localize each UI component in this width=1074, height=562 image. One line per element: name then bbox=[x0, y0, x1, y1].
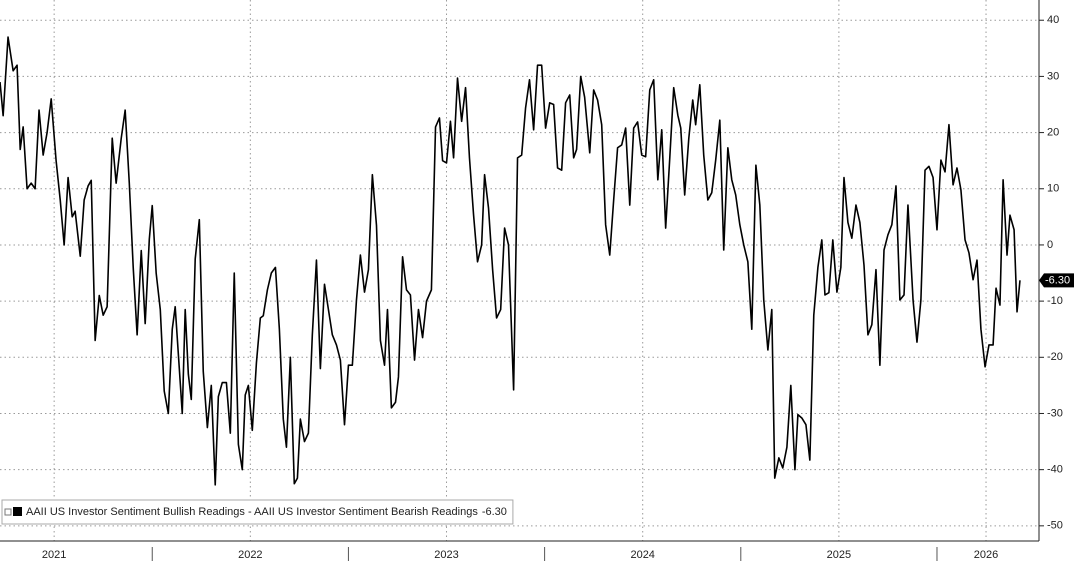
legend-swatch bbox=[13, 507, 22, 516]
series-line bbox=[0, 36, 1021, 486]
y-tick-label: 10 bbox=[1047, 183, 1059, 195]
y-tick-label: 20 bbox=[1047, 126, 1059, 138]
y-tick-label: -50 bbox=[1047, 520, 1063, 532]
x-tick-label: 2026 bbox=[974, 549, 998, 561]
legend-text: AAII US Investor Sentiment Bullish Readi… bbox=[26, 506, 507, 518]
legend-value: -6.30 bbox=[482, 506, 507, 518]
y-tick-label: 40 bbox=[1047, 14, 1059, 26]
last-value-tag: -6.30 bbox=[1039, 273, 1074, 288]
x-tick-label: 2024 bbox=[630, 549, 654, 561]
y-tick-label: 0 bbox=[1047, 239, 1053, 251]
y-tick-label: 30 bbox=[1047, 70, 1059, 82]
x-tick-label: 2023 bbox=[434, 549, 458, 561]
x-tick-label: 2025 bbox=[827, 549, 851, 561]
legend-box bbox=[1, 499, 514, 525]
last-value-label: -6.30 bbox=[1045, 275, 1070, 287]
y-tick-label: -40 bbox=[1047, 464, 1063, 476]
x-tick-label: 2022 bbox=[238, 549, 262, 561]
legend-label: AAII US Investor Sentiment Bullish Readi… bbox=[26, 506, 478, 518]
y-tick-label: -20 bbox=[1047, 351, 1063, 363]
y-tick-label: -30 bbox=[1047, 407, 1063, 419]
last-value-box bbox=[1039, 273, 1074, 288]
y-tick-label: -10 bbox=[1047, 295, 1063, 307]
legend-expander bbox=[4, 508, 12, 516]
x-tick-label: 2021 bbox=[42, 549, 66, 561]
